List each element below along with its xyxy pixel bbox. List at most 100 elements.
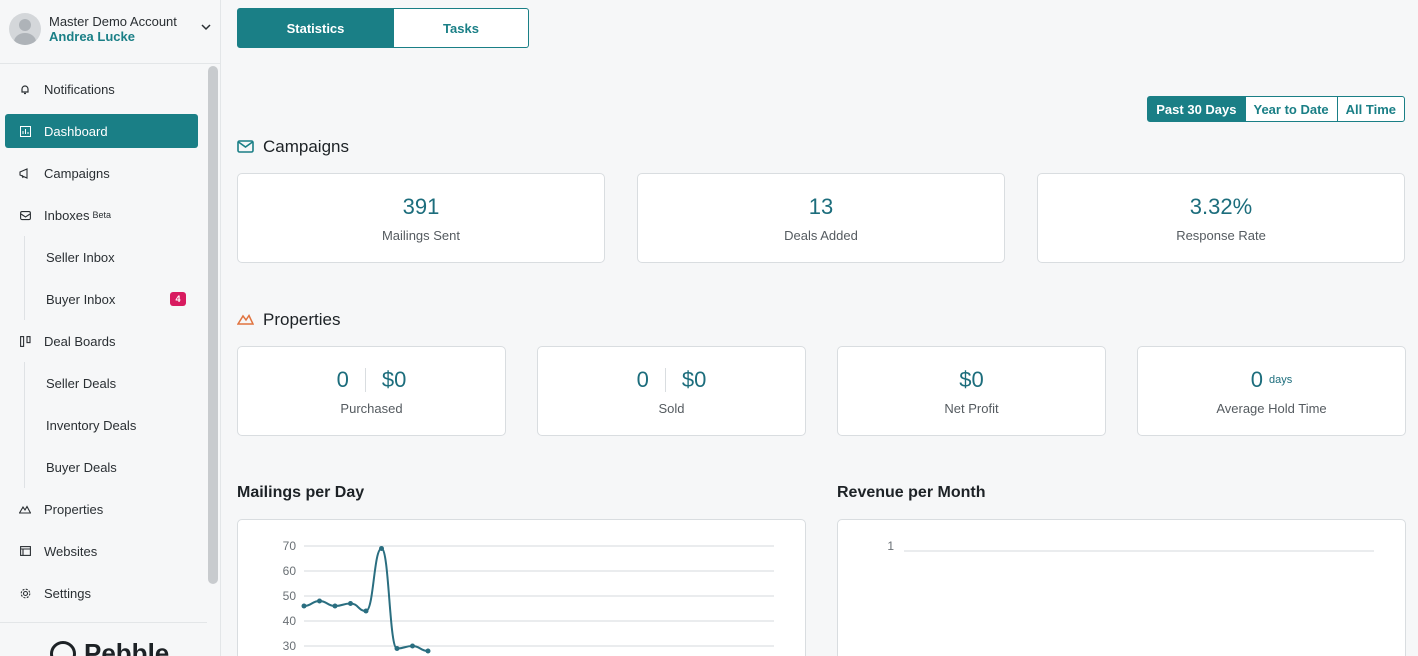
sidebar-item-label: Buyer Inbox <box>46 291 116 307</box>
range-past-30-days-button[interactable]: Past 30 Days <box>1147 96 1246 122</box>
sold-amount: $0 <box>681 367 707 392</box>
sidebar-item-properties[interactable]: Properties <box>0 488 206 530</box>
sold-count: 0 <box>636 367 649 392</box>
y-tick-label: 1 <box>887 539 894 553</box>
dashboard-icon <box>19 125 31 137</box>
series-line <box>303 547 429 652</box>
brand-name: Pebble <box>84 638 170 656</box>
sidebar-item-inboxes[interactable]: Inboxes Beta <box>0 194 206 236</box>
stat-label: Purchased <box>340 401 403 416</box>
gear-icon <box>19 587 31 599</box>
data-point <box>410 643 415 649</box>
sidebar-item-label: Campaigns <box>44 165 110 181</box>
stat-value: 3.32% <box>1189 194 1253 219</box>
sidebar-item-label: Seller Inbox <box>46 249 115 265</box>
data-point <box>425 648 431 654</box>
hold-value: 0 <box>1250 367 1263 392</box>
sidebar-item-websites[interactable]: Websites <box>0 530 206 572</box>
sidebar-item-label: Buyer Deals <box>46 459 117 475</box>
sidebar-item-buyer-deals[interactable]: Buyer Deals <box>0 446 206 488</box>
range-all-time-button[interactable]: All Time <box>1336 96 1405 122</box>
divider <box>0 622 207 623</box>
y-tick-label: 70 <box>283 539 297 553</box>
account-user: Andrea Lucke <box>49 28 135 44</box>
mountain-icon <box>237 313 255 327</box>
sold-card: 0 $0 Sold <box>537 346 806 436</box>
mailings-chart-title: Mailings per Day <box>237 484 365 501</box>
date-range-selector: Past 30 Days Year to Date All Time <box>1147 96 1405 122</box>
mountain-icon <box>19 503 31 515</box>
bell-icon <box>19 83 31 95</box>
sidebar-item-deal-boards[interactable]: Deal Boards <box>0 320 206 362</box>
revenue-chart-title: Revenue per Month <box>837 484 986 501</box>
mailings-sent-card: 391 Mailings Sent <box>237 173 605 263</box>
account-switcher[interactable]: Master Demo Account Andrea Lucke <box>0 0 221 57</box>
megaphone-icon <box>19 167 31 179</box>
sidebar-item-buyer-inbox[interactable]: Buyer Inbox 4 <box>0 278 206 320</box>
sidebar-item-campaigns[interactable]: Campaigns <box>0 152 206 194</box>
section-title-text: Campaigns <box>263 137 349 156</box>
sidebar-nav: Notifications Dashboard Campaigns Inboxe… <box>0 68 206 614</box>
sidebar-item-settings[interactable]: Settings <box>0 572 206 614</box>
sidebar-item-label: Properties <box>44 501 104 517</box>
data-point <box>363 608 369 614</box>
response-rate-card: 3.32% Response Rate <box>1037 173 1405 263</box>
data-point <box>317 598 322 604</box>
sidebar: Master Demo Account Andrea Lucke Notific… <box>0 0 221 656</box>
divider <box>364 368 366 392</box>
sidebar-item-label: Inboxes <box>44 207 90 223</box>
sidebar-item-label: Seller Deals <box>46 375 117 391</box>
revenue-chart-card: 1 <box>837 519 1406 656</box>
sidebar-item-label: Notifications <box>44 81 115 97</box>
divider <box>0 63 221 64</box>
sidebar-scrollbar[interactable] <box>208 66 218 584</box>
y-tick-label: 50 <box>283 589 297 603</box>
envelope-icon <box>237 140 255 154</box>
unread-count-badge: 4 <box>170 292 186 306</box>
sidebar-item-seller-deals[interactable]: Seller Deals <box>0 362 206 404</box>
mailings-chart-card: 70 60 50 40 30 <box>237 519 806 656</box>
campaigns-section-title: Campaigns <box>237 137 349 157</box>
purchased-count: 0 <box>336 367 349 392</box>
sidebar-item-label: Inventory Deals <box>46 417 137 433</box>
data-point <box>332 603 338 609</box>
sidebar-item-inventory-deals[interactable]: Inventory Deals <box>0 404 206 446</box>
purchased-card: 0 $0 Purchased <box>237 346 506 436</box>
tab-statistics[interactable]: Statistics <box>237 8 394 48</box>
stat-value: 13 <box>808 194 834 219</box>
data-point <box>394 646 400 651</box>
sidebar-item-seller-inbox[interactable]: Seller Inbox <box>0 236 206 278</box>
range-year-to-date-button[interactable]: Year to Date <box>1244 96 1338 122</box>
sidebar-item-label: Settings <box>44 585 91 601</box>
avatar <box>9 12 41 45</box>
mailings-per-day-chart: 70 60 50 40 30 <box>283 539 774 654</box>
browser-icon <box>19 545 31 557</box>
stat-label: Net Profit <box>944 401 999 416</box>
view-tabs: Statistics Tasks <box>237 8 529 48</box>
hold-unit: days <box>1269 374 1293 386</box>
beta-tag: Beta <box>92 210 112 220</box>
tab-tasks[interactable]: Tasks <box>394 8 529 48</box>
sidebar-item-notifications[interactable]: Notifications <box>0 68 206 110</box>
stat-label: Sold <box>658 401 685 416</box>
sidebar-item-label: Deal Boards <box>44 333 116 349</box>
y-tick-label: 60 <box>283 564 297 578</box>
stat-label: Deals Added <box>784 228 858 243</box>
sidebar-item-dashboard[interactable]: Dashboard <box>5 114 198 148</box>
y-tick-label: 40 <box>283 614 297 628</box>
stat-label: Response Rate <box>1176 228 1266 243</box>
y-tick-label: 30 <box>283 639 297 653</box>
kanban-icon <box>19 335 31 347</box>
purchased-amount: $0 <box>381 367 407 392</box>
net-profit-card: $0 Net Profit <box>837 346 1106 436</box>
chevron-down-icon[interactable] <box>199 20 213 34</box>
stat-value: $0 <box>959 367 984 392</box>
revenue-per-month-chart: 1 <box>887 539 1374 553</box>
data-point <box>301 603 307 609</box>
average-hold-time-card: 0 days Average Hold Time <box>1137 346 1406 436</box>
stat-value: 391 <box>402 194 440 219</box>
brand-logo: Pebble <box>50 638 169 656</box>
data-point <box>379 546 384 551</box>
divider <box>664 368 666 392</box>
pebble-logo-icon <box>50 640 76 656</box>
